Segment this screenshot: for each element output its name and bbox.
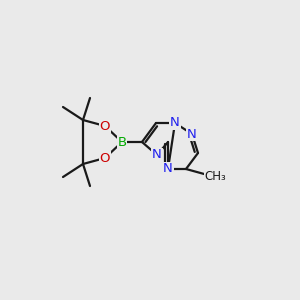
Text: O: O <box>100 152 110 164</box>
Text: N: N <box>187 128 197 140</box>
Text: B: B <box>117 136 127 148</box>
Text: CH₃: CH₃ <box>204 170 226 184</box>
Text: O: O <box>100 119 110 133</box>
Text: N: N <box>152 148 162 161</box>
Text: N: N <box>170 116 180 130</box>
Text: N: N <box>163 163 173 176</box>
